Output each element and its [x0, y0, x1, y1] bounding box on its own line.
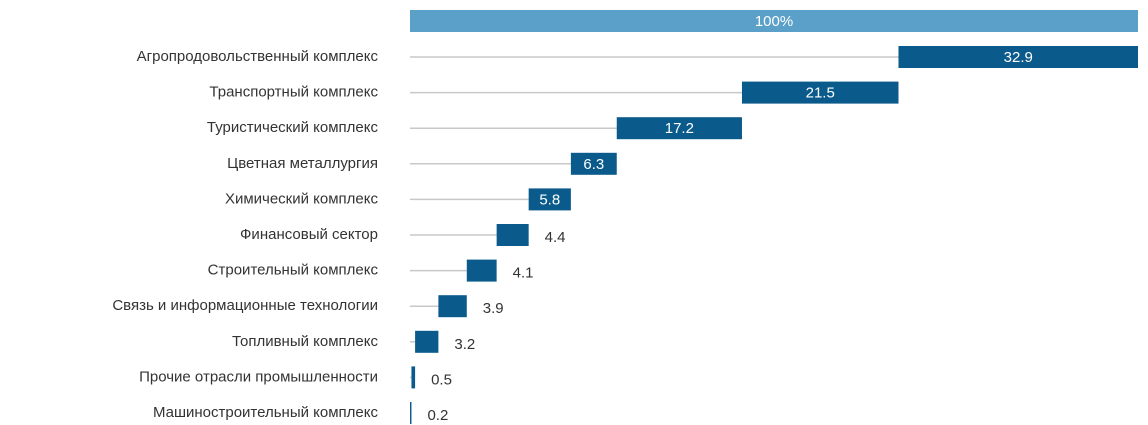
total-label: 100% — [755, 13, 793, 30]
category-label: Машиностроительный комплекс — [153, 404, 379, 421]
value-label: 6.3 — [583, 156, 604, 173]
category-label: Цветная металлургия — [227, 155, 378, 172]
value-label: 32.9 — [1004, 49, 1033, 66]
category-label: Топливный комплекс — [232, 333, 379, 350]
bar — [438, 295, 467, 318]
value-label: 0.5 — [431, 371, 452, 388]
category-label: Связь и информационные технологии — [112, 297, 378, 314]
value-label: 0.2 — [427, 407, 448, 424]
value-label: 3.9 — [483, 300, 504, 317]
category-label: Агропродовольственный комплекс — [137, 48, 379, 65]
value-label: 4.4 — [545, 229, 566, 246]
category-label: Транспортный комплекс — [209, 84, 378, 101]
category-label: Химический комплекс — [225, 190, 379, 207]
bar — [410, 402, 412, 424]
bar — [616, 117, 742, 140]
value-label: 21.5 — [806, 85, 835, 102]
value-label: 17.2 — [665, 120, 694, 137]
bar — [741, 81, 899, 104]
bar — [496, 224, 529, 246]
category-label: Строительный комплекс — [208, 262, 379, 279]
value-label: 3.2 — [454, 336, 475, 353]
category-label: Туристический комплекс — [207, 119, 379, 136]
bar — [898, 46, 1138, 68]
value-label: 5.8 — [539, 191, 560, 208]
bar — [411, 366, 416, 389]
bar — [528, 188, 571, 211]
bar — [415, 330, 439, 353]
total-bar — [410, 10, 1138, 32]
value-label: 4.1 — [513, 265, 534, 282]
bar — [466, 259, 497, 282]
bar — [570, 152, 617, 175]
category-label: Прочие отрасли промышленности — [139, 368, 378, 385]
category-label: Финансовый сектор — [240, 226, 378, 243]
